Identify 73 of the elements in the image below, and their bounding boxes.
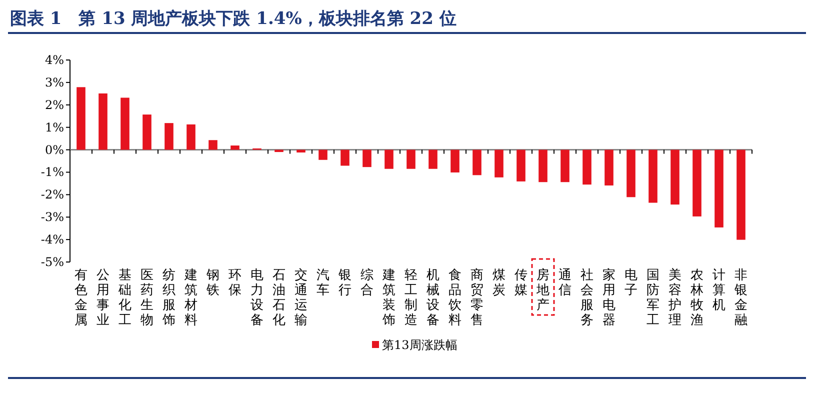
bar (230, 146, 240, 150)
bar (76, 87, 86, 150)
bar (164, 123, 174, 150)
bar (560, 150, 570, 182)
y-tick-label: -1% (40, 165, 64, 180)
y-tick-label: 4% (44, 53, 64, 67)
x-tick-label: 电力设备 (250, 268, 264, 328)
x-tick-label: 机械设备 (426, 268, 440, 328)
x-tick-label: 综合 (360, 268, 374, 298)
bar (296, 150, 306, 152)
x-tick-label: 钢铁 (206, 268, 220, 298)
y-tick-label: -4% (40, 232, 64, 247)
bar (714, 150, 724, 228)
legend-label: 第13周涨跌幅 (382, 338, 458, 352)
x-tick-label: 国防军工 (646, 268, 660, 328)
x-tick-label: 汽车 (316, 268, 330, 298)
bar (670, 150, 680, 205)
bar (692, 150, 702, 216)
x-tick-label: 环保 (228, 268, 242, 298)
x-tick-label: 煤炭 (492, 268, 506, 298)
bar (472, 150, 482, 176)
y-tick-label: -3% (40, 210, 64, 224)
bar (274, 150, 284, 152)
chart-title: 图表 1 第 13 周地产板块下跌 1.4%，板块排名第 22 位 (10, 9, 456, 29)
bar (340, 150, 350, 166)
bar (120, 98, 130, 150)
bar (494, 150, 504, 178)
bar (736, 150, 746, 240)
x-tick-label: 农林牧渔 (690, 268, 704, 328)
x-tick-label: 石油石化 (272, 268, 286, 328)
y-tick-label: 0% (44, 142, 64, 157)
x-tick-label: 基础化工 (118, 268, 132, 328)
y-tick-label: 3% (44, 75, 64, 90)
x-tick-label: 有色金属 (74, 268, 88, 328)
bar (428, 150, 438, 169)
y-tick-label: -2% (40, 188, 64, 202)
bar (516, 150, 526, 182)
x-tick-label: 纺织服饰 (162, 268, 176, 328)
bar (384, 150, 394, 169)
x-tick-label: 通信 (558, 268, 572, 298)
y-tick-label: 2% (44, 98, 64, 112)
x-tick-label: 商贸零售 (470, 268, 484, 328)
y-tick-label: -5% (40, 255, 64, 269)
x-tick-label: 房地产 (536, 267, 550, 313)
y-tick-label: 1% (44, 120, 64, 134)
bar (626, 150, 636, 198)
bar (450, 150, 460, 172)
bar (142, 114, 152, 150)
bar (98, 93, 108, 150)
x-tick-label: 食品饮料 (448, 268, 462, 328)
x-tick-label: 公用事业 (96, 268, 110, 328)
x-tick-label: 建筑装饰 (382, 268, 396, 328)
x-tick-label: 建筑材料 (184, 268, 198, 328)
bar (582, 150, 592, 185)
x-tick-label: 计算机 (712, 268, 726, 313)
x-tick-label: 轻工制造 (404, 268, 418, 328)
bar (208, 140, 218, 150)
x-tick-label: 美容护理 (668, 267, 682, 328)
bar (648, 150, 658, 203)
x-tick-label: 银行 (338, 268, 352, 298)
bar (406, 150, 416, 169)
x-tick-label: 电子 (624, 268, 638, 298)
bar (604, 150, 614, 186)
x-tick-label: 社会服务 (580, 268, 594, 328)
x-tick-label: 非银金融 (734, 268, 748, 328)
bar (186, 124, 196, 150)
x-tick-label: 医药生物 (140, 268, 154, 328)
bar (318, 150, 328, 160)
x-tick-label: 家用电器 (602, 267, 616, 328)
bar (362, 150, 372, 168)
x-tick-label: 交通运输 (294, 267, 308, 328)
bar (538, 150, 548, 182)
x-tick-label: 传媒 (514, 268, 528, 298)
